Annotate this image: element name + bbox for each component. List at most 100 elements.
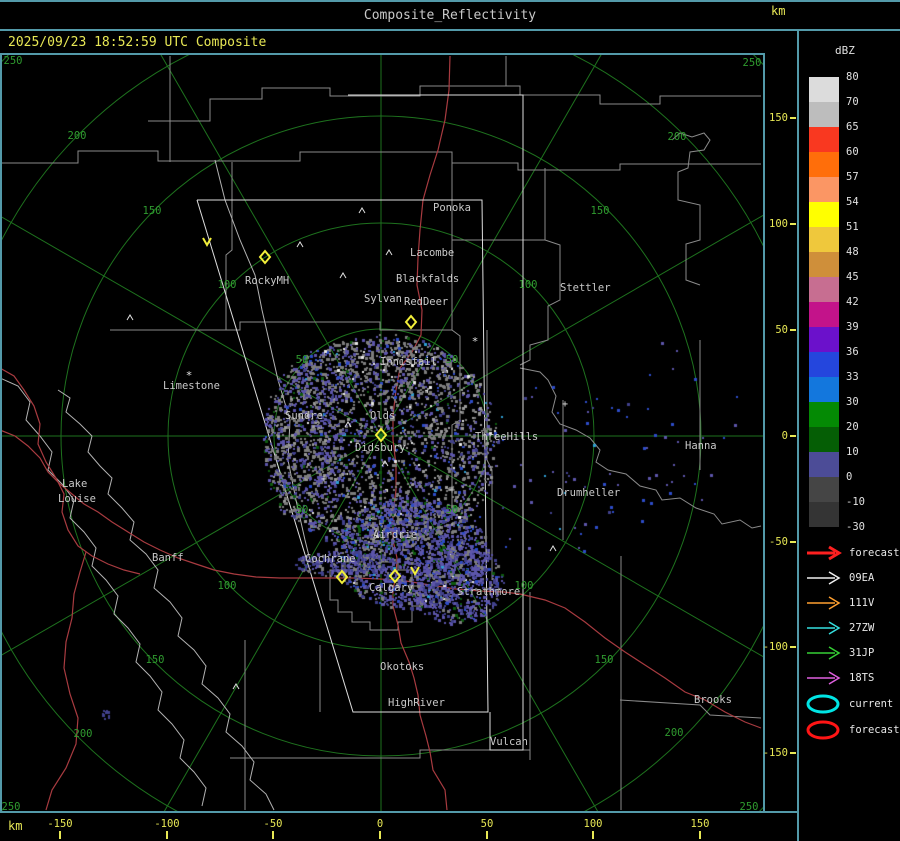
city-label: Blackfalds: [396, 273, 459, 285]
colorbar-tick-label: 10: [846, 446, 859, 458]
colorbar-tick-label: 80: [846, 71, 859, 83]
city-label: ThreeHills: [475, 431, 538, 443]
bottom-axis-tick: [59, 831, 61, 839]
city-label: Drumheller: [557, 487, 620, 499]
colorbar-band: [809, 477, 839, 502]
radar-site-icon: [388, 568, 402, 584]
city-label: Sylvan: [364, 293, 402, 305]
peak-marker-icon: [549, 545, 557, 552]
colorbar-band: [809, 152, 839, 177]
status-bar: 2025/09/23 18:52:59 UTC Composite: [0, 31, 797, 53]
border-under-title: [0, 29, 900, 31]
colorbar-band: [809, 352, 839, 377]
border-top: [0, 0, 900, 2]
right-axis-tick: [790, 541, 796, 543]
city-label: Innisfail: [380, 356, 437, 368]
colorbar-band: [809, 327, 839, 352]
peak-marker-icon: [232, 683, 240, 690]
map-border-top: [0, 53, 765, 55]
city-label: RockyMH: [245, 275, 289, 287]
peak-marker-icon: [296, 241, 304, 248]
right-axis: 150 100 50 0 -50 -100 -150: [763, 55, 797, 811]
right-axis-tick-label: -100: [762, 641, 788, 653]
colorbar-band: [809, 502, 839, 527]
right-axis-unit-label: km: [771, 4, 786, 18]
city-label: Lake: [62, 478, 87, 490]
legend-arrow-icon: [807, 571, 841, 585]
range-ring-label: 100: [218, 279, 237, 291]
city-label: Okotoks: [380, 661, 424, 673]
legend-ellipse-icon: [806, 694, 840, 714]
peak-marker-icon: [339, 272, 347, 279]
range-ring-label: 50: [446, 504, 459, 516]
colorbar-tick-label: 0: [846, 471, 853, 483]
city-label: HighRiver: [388, 697, 445, 709]
legend-row-forecast: forecast: [805, 543, 900, 563]
city-label: Banff: [152, 552, 184, 564]
city-label: RedDeer: [404, 296, 448, 308]
map-border-left: [0, 55, 2, 811]
right-axis-tick-label: 150: [769, 112, 788, 124]
bottom-axis-tick-label: 150: [690, 818, 710, 830]
range-ring-label: 250: [743, 57, 762, 69]
bottom-axis-tick: [166, 831, 168, 839]
right-axis-tick: [790, 117, 796, 119]
legend-label: 18TS: [849, 672, 875, 684]
city-label: Brooks: [694, 694, 732, 706]
colorbar-band: [809, 77, 839, 102]
bottom-axis-tick: [379, 831, 381, 839]
right-axis-tick-label: -50: [769, 536, 788, 548]
legend-label: 09EA: [849, 572, 875, 584]
range-ring-label: 100: [519, 279, 538, 291]
legend-label: 111V: [849, 597, 875, 609]
legend-ellipse-icon: [806, 720, 840, 740]
colorbar-tick-label: 36: [846, 346, 859, 358]
colorbar-band: [809, 252, 839, 277]
radar-site-icon: [335, 569, 349, 585]
legend-row-18TS: 18TS: [805, 668, 900, 688]
city-label: Olds: [370, 410, 395, 422]
range-ring-label: 200: [68, 130, 87, 142]
legend-label: current: [849, 698, 894, 710]
bottom-axis: km -150 -100 -50 0 50 100 150: [0, 813, 797, 841]
page-title: Composite_Reflectivity: [363, 8, 537, 23]
city-label: Lacombe: [410, 247, 454, 259]
city-label: Limestone: [163, 380, 220, 392]
bottom-axis-tick-label: 100: [583, 818, 603, 830]
legend-label: forecast: [849, 724, 900, 736]
city-label: Calgary: [369, 582, 413, 594]
peak-marker-icon: [358, 207, 366, 214]
right-axis-tick-label: -150: [762, 747, 788, 759]
colorbar-title: dBZ: [835, 44, 855, 57]
colorbar-band: [809, 177, 839, 202]
range-ring-label: 150: [146, 654, 165, 666]
range-ring-label: 50: [296, 354, 309, 366]
legend-arrow-icon: [807, 646, 841, 660]
peak-marker-icon: [381, 460, 389, 467]
colorbar-tick-label: 33: [846, 371, 859, 383]
peak-marker-icon: [126, 314, 134, 321]
range-ring-label: 200: [665, 727, 684, 739]
colorbar-tick-label: 57: [846, 171, 859, 183]
legend-row-current: current: [805, 694, 900, 714]
right-axis-tick: [790, 435, 796, 437]
legend-label: 27ZW: [849, 622, 875, 634]
bottom-axis-tick: [486, 831, 488, 839]
city-label: Sundre: [285, 410, 323, 422]
colorbar-tick-label: 42: [846, 296, 859, 308]
colorbar-band: [809, 127, 839, 152]
legend-arrow-icon: [807, 596, 841, 610]
plus-marker-icon: +: [449, 485, 455, 496]
map-border-bottom: [0, 811, 798, 813]
bottom-axis-tick: [592, 831, 594, 839]
radar-site-icon: [404, 314, 418, 330]
legend-row-31JP: 31JP: [805, 643, 900, 663]
colorbar-tick-label: 48: [846, 246, 859, 258]
right-axis-tick-label: 50: [775, 324, 788, 336]
colorbar-band: [809, 302, 839, 327]
right-axis-tick-label: 100: [769, 218, 788, 230]
colorbar-band: [809, 102, 839, 127]
panel-divider: [797, 29, 799, 841]
colorbar-tick-label: 65: [846, 121, 859, 133]
